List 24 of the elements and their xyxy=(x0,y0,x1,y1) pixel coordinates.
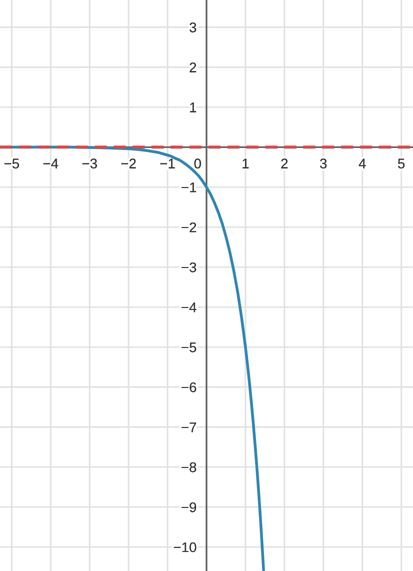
y-tick-label: −1 xyxy=(182,182,196,192)
y-tick-label: 1 xyxy=(190,102,196,112)
x-tick-label: −3 xyxy=(82,158,97,168)
x-tick-label: 1 xyxy=(242,158,249,168)
x-tick-label: −4 xyxy=(43,158,58,168)
y-tick-label: −5 xyxy=(182,342,196,352)
y-tick-label: −10 xyxy=(174,542,196,552)
y-tick-label: −8 xyxy=(182,462,196,472)
y-tick-label: 2 xyxy=(190,62,196,72)
x-tick-label: 3 xyxy=(320,158,327,168)
y-tick-label: −2 xyxy=(182,222,196,232)
y-tick-label: −4 xyxy=(182,302,196,312)
y-tick-label: −9 xyxy=(182,502,196,512)
x-tick-label: −5 xyxy=(4,158,20,168)
y-tick-label: −7 xyxy=(182,422,196,432)
y-tick-label: −6 xyxy=(182,382,196,392)
x-tick-label: 4 xyxy=(358,158,366,168)
x-tick-label: 0 xyxy=(194,158,201,168)
x-tick-label: −2 xyxy=(121,158,136,168)
x-tick-label: −1 xyxy=(160,158,175,168)
y-tick-label: −3 xyxy=(182,262,196,272)
x-tick-label: 2 xyxy=(281,158,288,168)
y-tick-label: 3 xyxy=(190,22,196,32)
x-tick-label: 5 xyxy=(398,158,405,168)
